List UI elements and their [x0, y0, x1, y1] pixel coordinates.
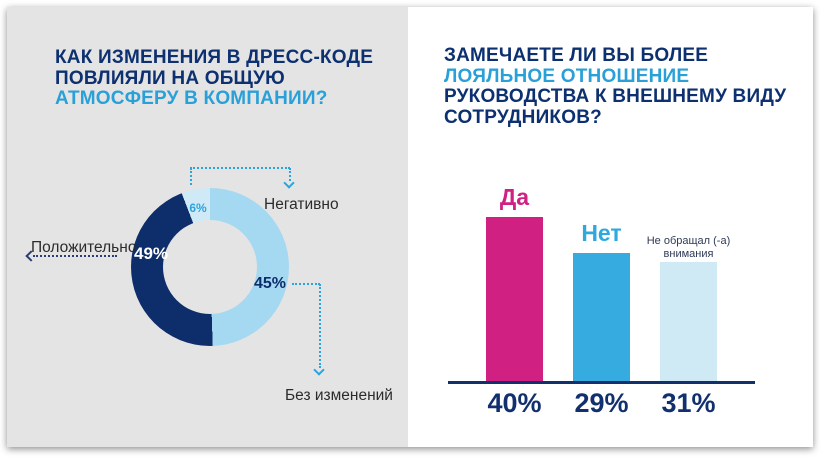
left-title-line2: ПОВЛИЯЛИ НА ОБЩУЮ: [55, 67, 285, 89]
callout-arrow-negative-up: [190, 168, 192, 185]
callout-arrow-nochange-across: [292, 283, 320, 285]
donut-label-positive: Положительно: [31, 239, 137, 256]
bar-value-no-notice: 31%: [661, 388, 716, 418]
callout-arrow-negative-across: [190, 167, 290, 169]
right-title-line3: РУКОВОДСТВА К ВНЕШНЕМУ ВИДУ: [444, 86, 787, 107]
donut-value-positive: 49%: [133, 244, 169, 263]
donut-label-negative: Негативно: [264, 196, 339, 213]
donut-value-nochange: 45%: [253, 275, 287, 292]
right-title-line1: ЗАМЕЧАЕТЕ ЛИ ВЫ БОЛЕЕ: [444, 45, 709, 66]
right-title-line2: ЛОЯЛЬНОЕ ОТНОШЕНИЕ: [444, 65, 690, 87]
chevron-down-icon: [313, 364, 325, 376]
bar-value-no: 29%: [574, 388, 629, 418]
right-panel-title: ЗАМЕЧАЕТЕ ЛИ ВЫ БОЛЕЕ ЛОЯЛЬНОЕ ОТНОШЕНИЕ…: [444, 45, 787, 128]
left-title-line1: КАК ИЗМЕНЕНИЯ В ДРЕСС-КОДЕ: [55, 47, 374, 68]
donut-value-negative: 6%: [189, 201, 207, 215]
callout-arrow-positive: [33, 255, 117, 257]
donut-label-nochange: Без изменений: [285, 387, 393, 404]
infographic-card: КАК ИЗМЕНЕНИЯ В ДРЕСС-КОДЕ ПОВЛИЯЛИ НА О…: [7, 7, 813, 447]
bar-category-no-notice: Не обращал (-а) внимания: [646, 235, 731, 260]
left-title-line3: АТМОСФЕРУ В КОМПАНИИ?: [55, 88, 328, 109]
bar-value-yes: 40%: [487, 388, 542, 418]
chevron-down-icon: [283, 177, 295, 189]
callout-arrow-negative-down: [289, 168, 291, 181]
bar-chart: Да Нет Не обращал (-а) внимания 40% 29% …: [448, 160, 755, 430]
bar-no: [573, 253, 630, 384]
left-panel: КАК ИЗМЕНЕНИЯ В ДРЕСС-КОДЕ ПОВЛИЯЛИ НА О…: [7, 7, 408, 447]
callout-arrow-nochange-down: [319, 284, 321, 368]
bar-no-notice: [660, 262, 717, 384]
bar-yes: [486, 217, 543, 384]
bar-category-yes: Да: [499, 184, 530, 210]
donut-chart: 49% 45% 6% Положительно Негативно Без из…: [7, 7, 408, 447]
left-panel-title: КАК ИЗМЕНЕНИЯ В ДРЕСС-КОДЕ ПОВЛИЯЛИ НА О…: [55, 47, 374, 110]
x-axis-line: [448, 381, 755, 384]
bar-category-no: Нет: [581, 220, 622, 246]
donut-hole: [163, 220, 257, 314]
right-title-line4: СОТРУДНИКОВ?: [444, 106, 602, 128]
